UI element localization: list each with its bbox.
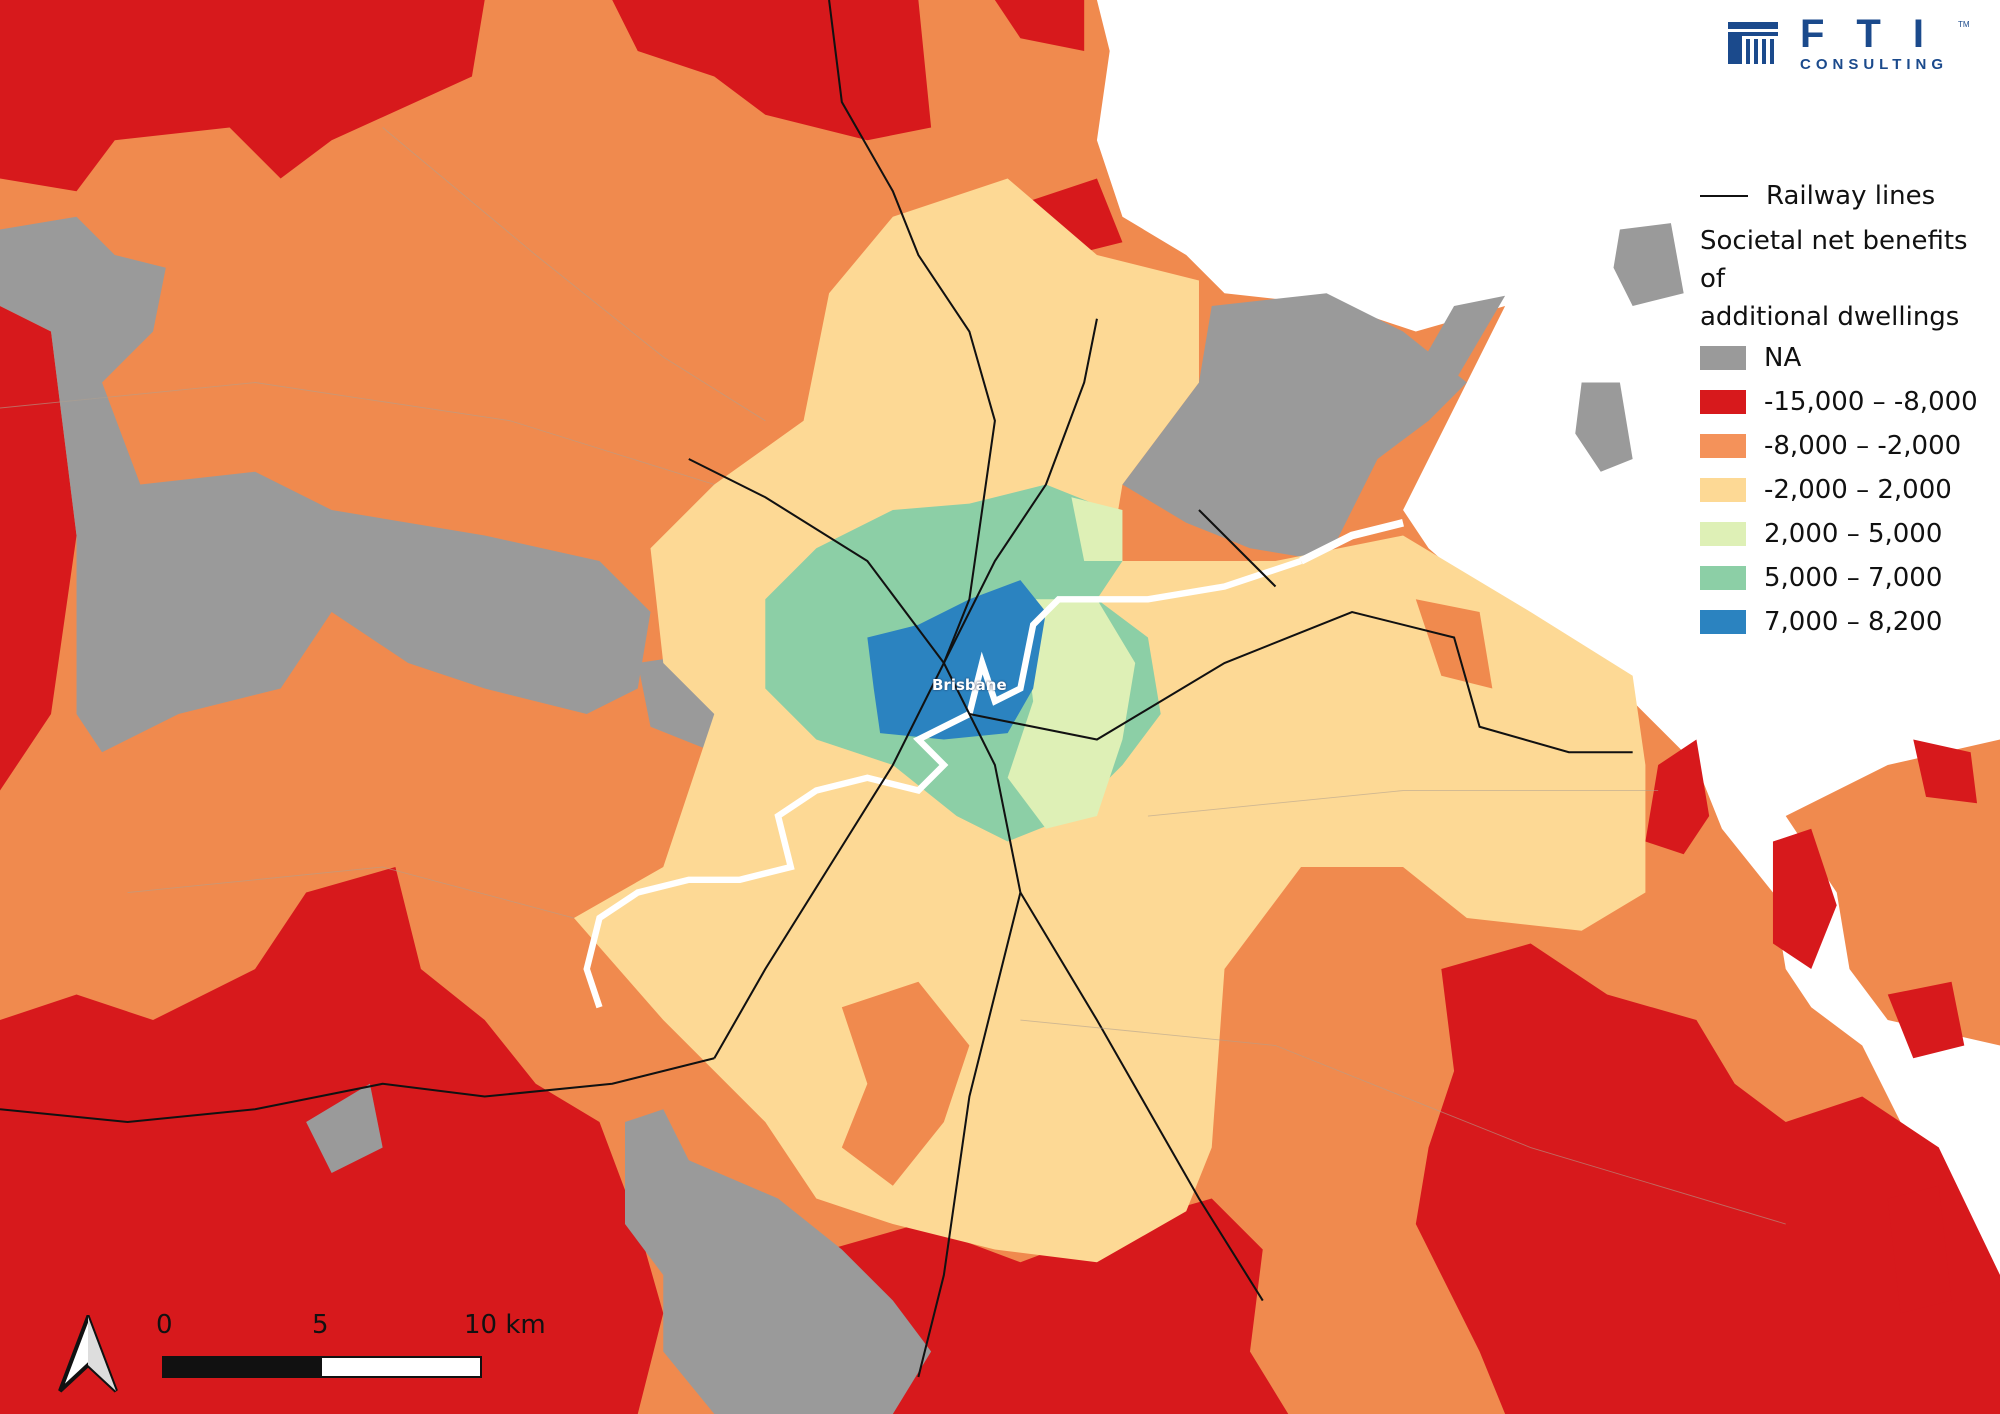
fti-consulting-logo: FTI TM CONSULTING	[1728, 12, 1970, 78]
region-light-green	[1007, 599, 1136, 829]
legend-swatch	[1700, 566, 1746, 590]
legend-item-label: -8,000 – -2,000	[1764, 431, 1962, 461]
regions-na	[0, 216, 1684, 1414]
legend-item: 5,000 – 7,000	[1700, 556, 2000, 600]
legend-title-line1: Societal net benefits of	[1700, 226, 1968, 294]
legend-item: -15,000 – -8,000	[1700, 380, 2000, 424]
legend-title-line2: additional dwellings	[1700, 302, 1960, 332]
legend-item-label: -2,000 – 2,000	[1764, 475, 1952, 505]
region-orange-patch	[841, 981, 970, 1186]
region-orange-patch	[1415, 599, 1493, 689]
legend-item: NA	[1700, 336, 2000, 380]
legend-item: -2,000 – 2,000	[1700, 468, 2000, 512]
map-legend: Railway lines Societal net benefits of a…	[1700, 176, 2000, 644]
legend-item: -8,000 – -2,000	[1700, 424, 2000, 468]
railway-line-symbol-icon	[1700, 195, 1748, 197]
region-light-green	[1071, 497, 1123, 562]
logo-brand: FTI	[1800, 12, 1956, 56]
north-arrow-icon	[58, 1315, 118, 1393]
legend-item-label: 7,000 – 8,200	[1764, 607, 1943, 637]
logo-trademark: TM	[1958, 20, 1970, 29]
scale-label-0: 0	[156, 1310, 173, 1340]
legend-item-label: 2,000 – 5,000	[1764, 519, 1943, 549]
legend-item: 2,000 – 5,000	[1700, 512, 2000, 556]
legend-item-label: -15,000 – -8,000	[1764, 387, 1978, 417]
legend-swatch	[1700, 478, 1746, 502]
legend-swatch	[1700, 522, 1746, 546]
scale-bar-black-segment	[164, 1358, 322, 1376]
scale-bar	[162, 1356, 482, 1378]
logo-subtitle: CONSULTING	[1800, 56, 1949, 73]
legend-railway-label: Railway lines	[1766, 181, 1936, 211]
legend-swatch	[1700, 390, 1746, 414]
scale-label-10km: 10 km	[464, 1310, 546, 1340]
legend-railway: Railway lines	[1700, 176, 2000, 216]
brisbane-river	[583, 557, 1303, 1009]
legend-swatch	[1700, 610, 1746, 634]
legend-swatch	[1700, 434, 1746, 458]
legend-item-label: 5,000 – 7,000	[1764, 563, 1943, 593]
railway-lines	[0, 0, 1633, 1378]
city-label-brisbane: Brisbane	[932, 676, 1007, 694]
roads	[0, 127, 1786, 1225]
legend-item: 7,000 – 8,200	[1700, 600, 2000, 644]
scale-label-5: 5	[312, 1310, 329, 1340]
fti-logo-mark-icon	[1728, 22, 1778, 64]
legend-title: Societal net benefits of additional dwel…	[1700, 222, 2000, 336]
scale-bar-white-segment	[322, 1358, 480, 1376]
legend-item-label: NA	[1764, 343, 1802, 373]
legend-swatch	[1700, 346, 1746, 370]
brisbane-river-bay	[1299, 519, 1404, 565]
